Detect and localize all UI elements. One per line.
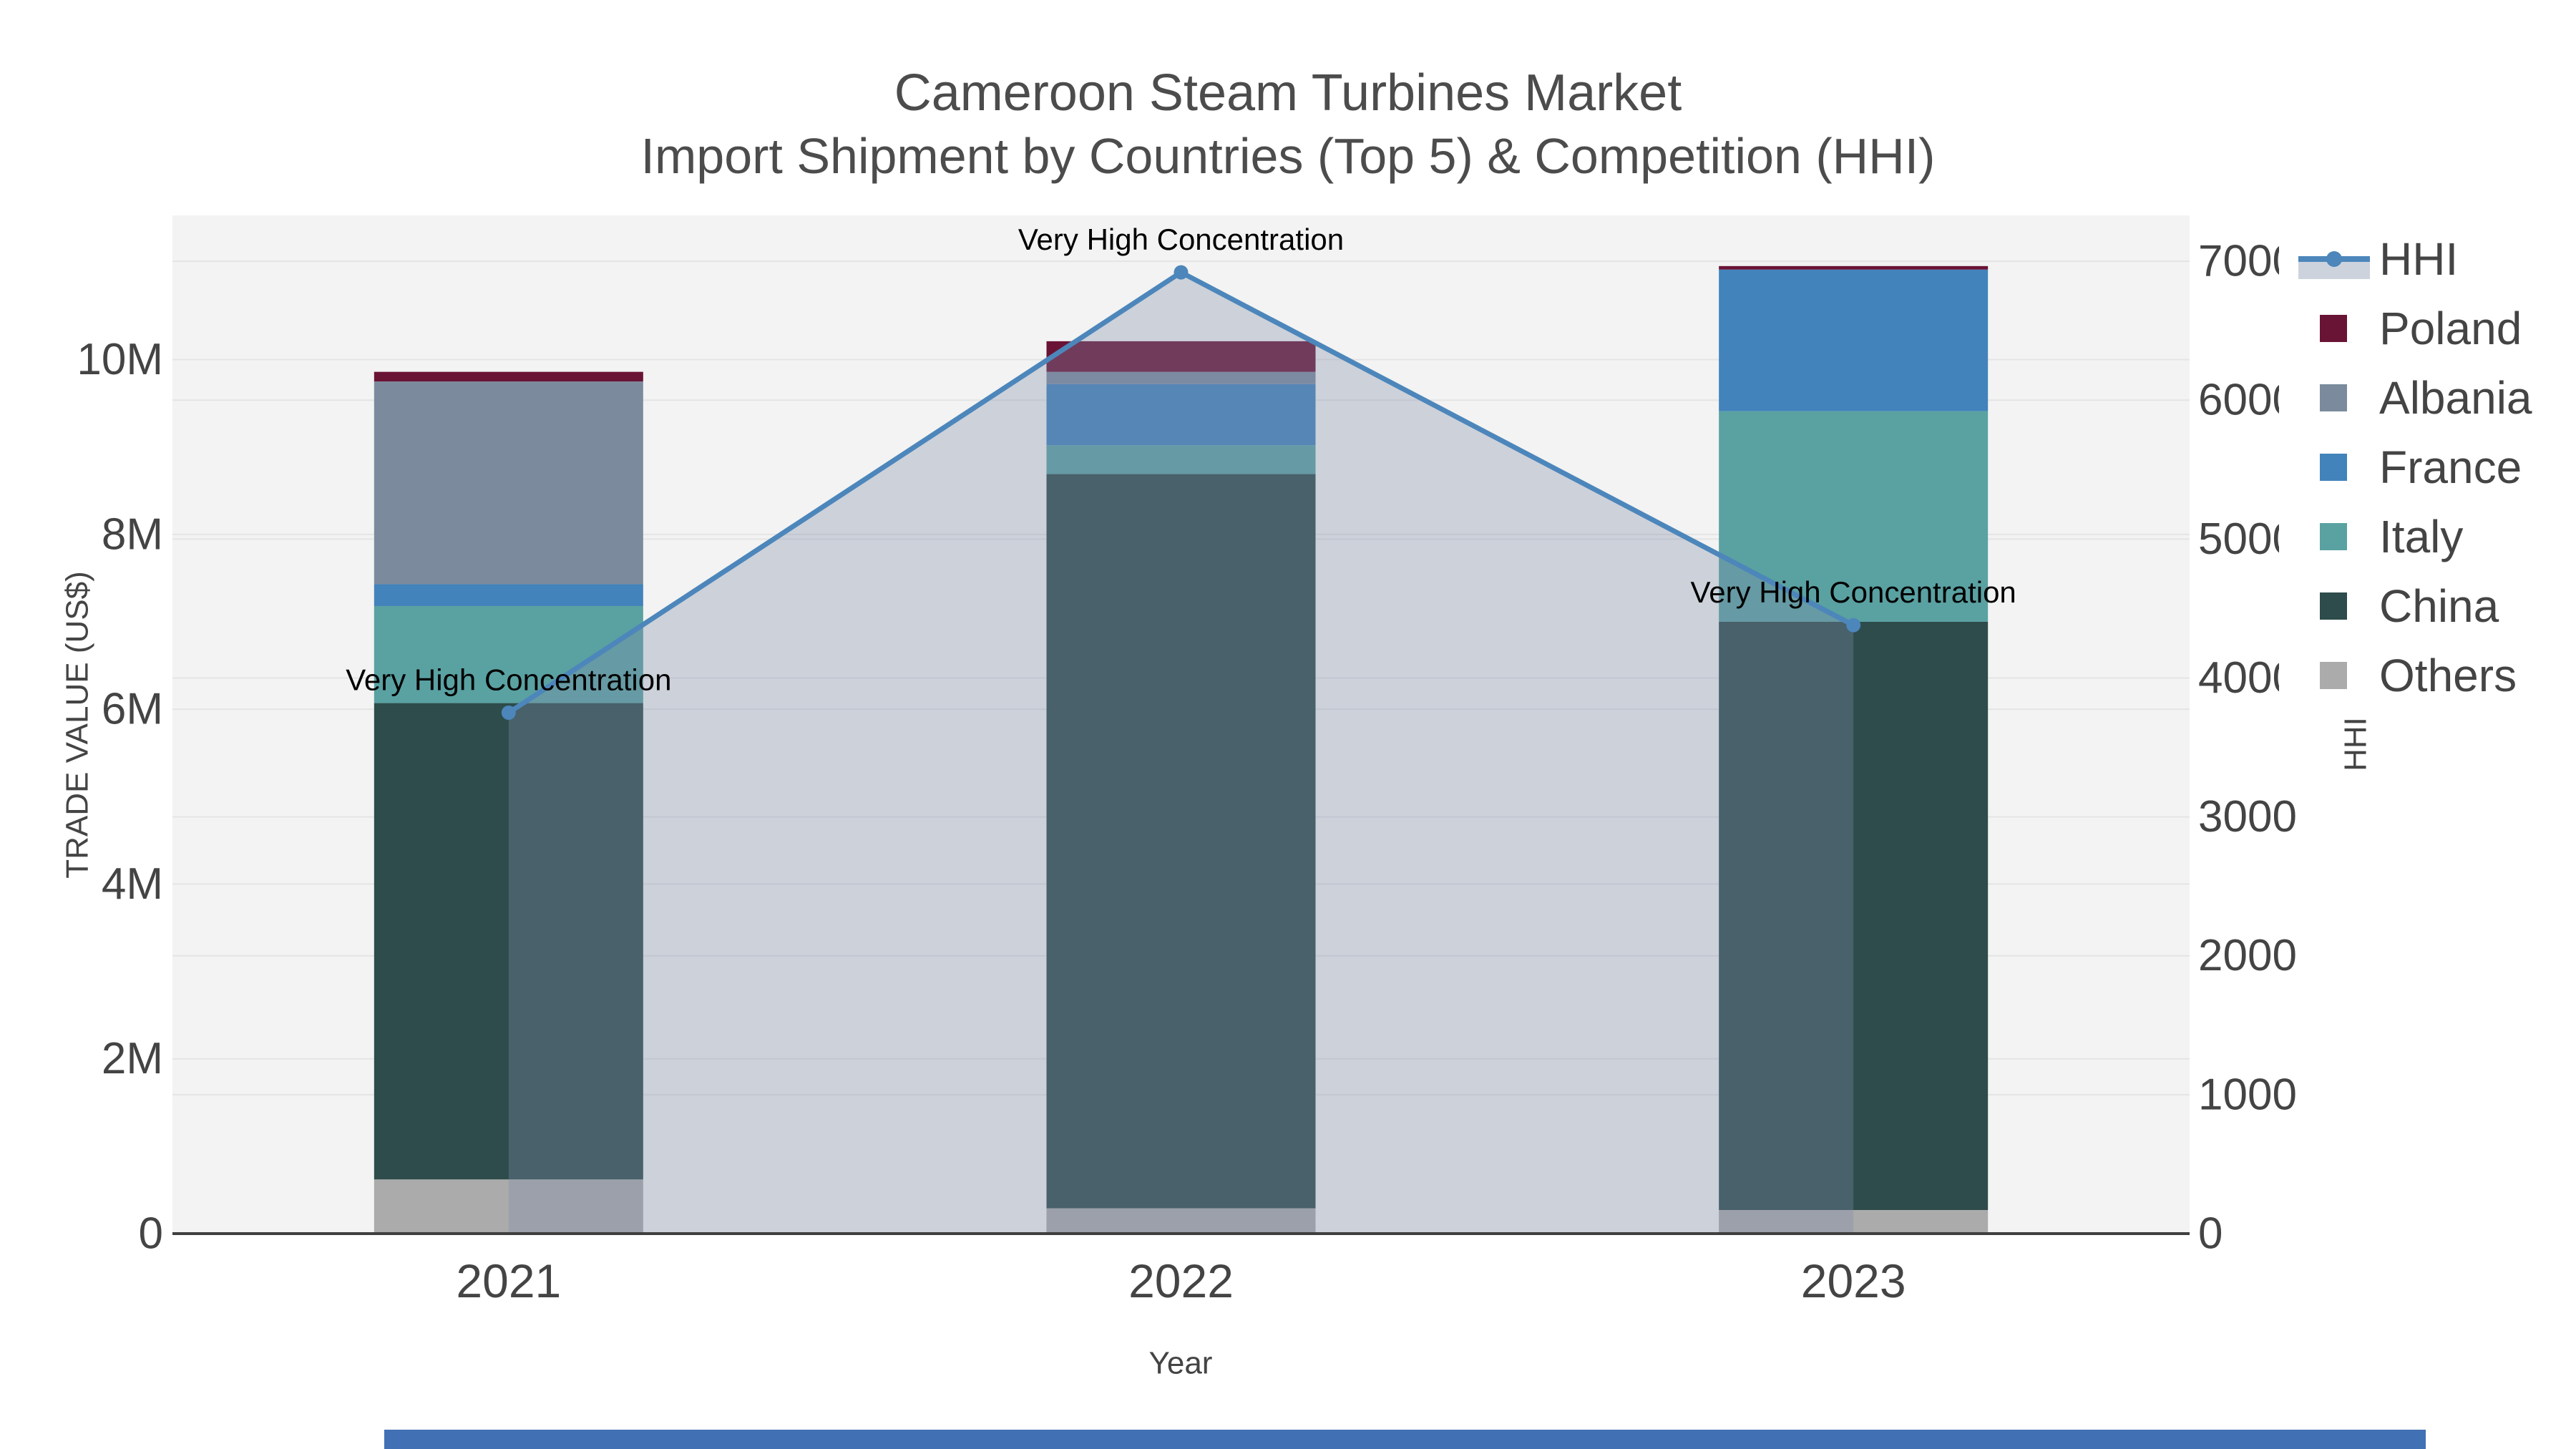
bar-2021-china[interactable] (374, 703, 643, 1180)
right-tick-2000: 2000 (2198, 931, 2297, 980)
legend-label-albania: Albania (2379, 372, 2532, 424)
bar-2022-others[interactable] (1046, 1208, 1316, 1234)
hhi-marker-2022[interactable] (1174, 265, 1189, 280)
legend-swatch-poland (2320, 315, 2347, 342)
x-tick-2021: 2021 (456, 1254, 561, 1307)
right-tick-1000: 1000 (2198, 1070, 2297, 1119)
legend-item-poland[interactable]: Poland (2320, 303, 2522, 354)
legend-item-china[interactable]: China (2320, 580, 2499, 632)
left-axis-title: TRADE VALUE (US$) (60, 571, 95, 879)
left-tick-2M: 2M (102, 1034, 163, 1083)
x-axis-tick-labels: 2021 2022 2023 (456, 1254, 1906, 1307)
hhi-area-fill (508, 272, 1854, 1234)
right-tick-0: 0 (2198, 1209, 2223, 1259)
legend: HHI Poland Albania France Italy China Others (2279, 218, 2576, 719)
legend-swatch-france (2320, 454, 2347, 481)
legend-label-poland: Poland (2379, 303, 2522, 354)
bar-2021-poland[interactable] (374, 371, 643, 382)
x-tick-2022: 2022 (1128, 1254, 1234, 1307)
legend-swatch-china (2320, 592, 2347, 620)
x-axis-title: Year (1149, 1346, 1213, 1381)
legend-swatch-italy (2320, 523, 2347, 550)
left-tick-8M: 8M (102, 509, 163, 559)
annotation-2023: Very High Concentration (1691, 575, 2016, 609)
left-tick-6M: 6M (102, 685, 163, 734)
left-axis-tick-labels: 0 2M 4M 6M 8M 10M (77, 335, 163, 1258)
bar-2021-albania[interactable] (374, 381, 643, 585)
bar-2021-france[interactable] (374, 584, 643, 606)
legend-hhi-marker-sample (2326, 251, 2342, 267)
hhi-line-series (501, 265, 1861, 1234)
left-tick-0: 0 (139, 1209, 163, 1259)
right-axis-title: HHI (2338, 717, 2373, 771)
legend-item-italy[interactable]: Italy (2320, 511, 2463, 562)
chart-title-line2: Import Shipment by Countries (Top 5) & C… (641, 128, 1936, 184)
bar-2023-poland[interactable] (1719, 265, 1989, 270)
left-tick-4M: 4M (102, 859, 163, 909)
bar-2022-france[interactable] (1046, 384, 1316, 446)
left-tick-10M: 10M (77, 335, 163, 384)
legend-label-hhi: HHI (2379, 233, 2458, 285)
legend-item-others[interactable]: Others (2320, 650, 2517, 701)
legend-swatch-others (2320, 662, 2347, 689)
bar-2023-others[interactable] (1719, 1210, 1989, 1234)
legend-swatch-albania (2320, 384, 2347, 411)
hhi-marker-2021[interactable] (501, 705, 516, 720)
hhi-marker-2023[interactable] (1846, 618, 1861, 633)
bar-2023-italy[interactable] (1719, 411, 1989, 622)
annotation-2021: Very High Concentration (346, 663, 671, 696)
bottom-scrollbar[interactable] (384, 1430, 2426, 1449)
bar-2021-others[interactable] (374, 1179, 643, 1234)
annotations: Very High Concentration Very High Concent… (346, 223, 2016, 696)
chart-title-line1: Cameroon Steam Turbines Market (894, 64, 1682, 122)
bar-series (374, 265, 1989, 1234)
bar-2023-china[interactable] (1719, 621, 1989, 1211)
bar-2022-italy[interactable] (1046, 445, 1316, 474)
bar-2022-poland[interactable] (1046, 341, 1316, 372)
legend-label-france: France (2379, 441, 2522, 493)
annotation-2022: Very High Concentration (1018, 223, 1344, 256)
x-tick-2023: 2023 (1801, 1254, 1906, 1307)
bar-2023-france[interactable] (1719, 269, 1989, 411)
legend-label-others: Others (2379, 650, 2517, 701)
legend-item-hhi[interactable]: HHI (2298, 233, 2458, 285)
legend-label-china: China (2379, 580, 2499, 632)
legend-item-france[interactable]: France (2320, 441, 2522, 493)
legend-label-italy: Italy (2379, 511, 2463, 562)
bar-2022-albania[interactable] (1046, 371, 1316, 384)
bar-2022-china[interactable] (1046, 474, 1316, 1209)
right-tick-3000: 3000 (2198, 792, 2297, 841)
legend-item-albania[interactable]: Albania (2320, 372, 2532, 424)
